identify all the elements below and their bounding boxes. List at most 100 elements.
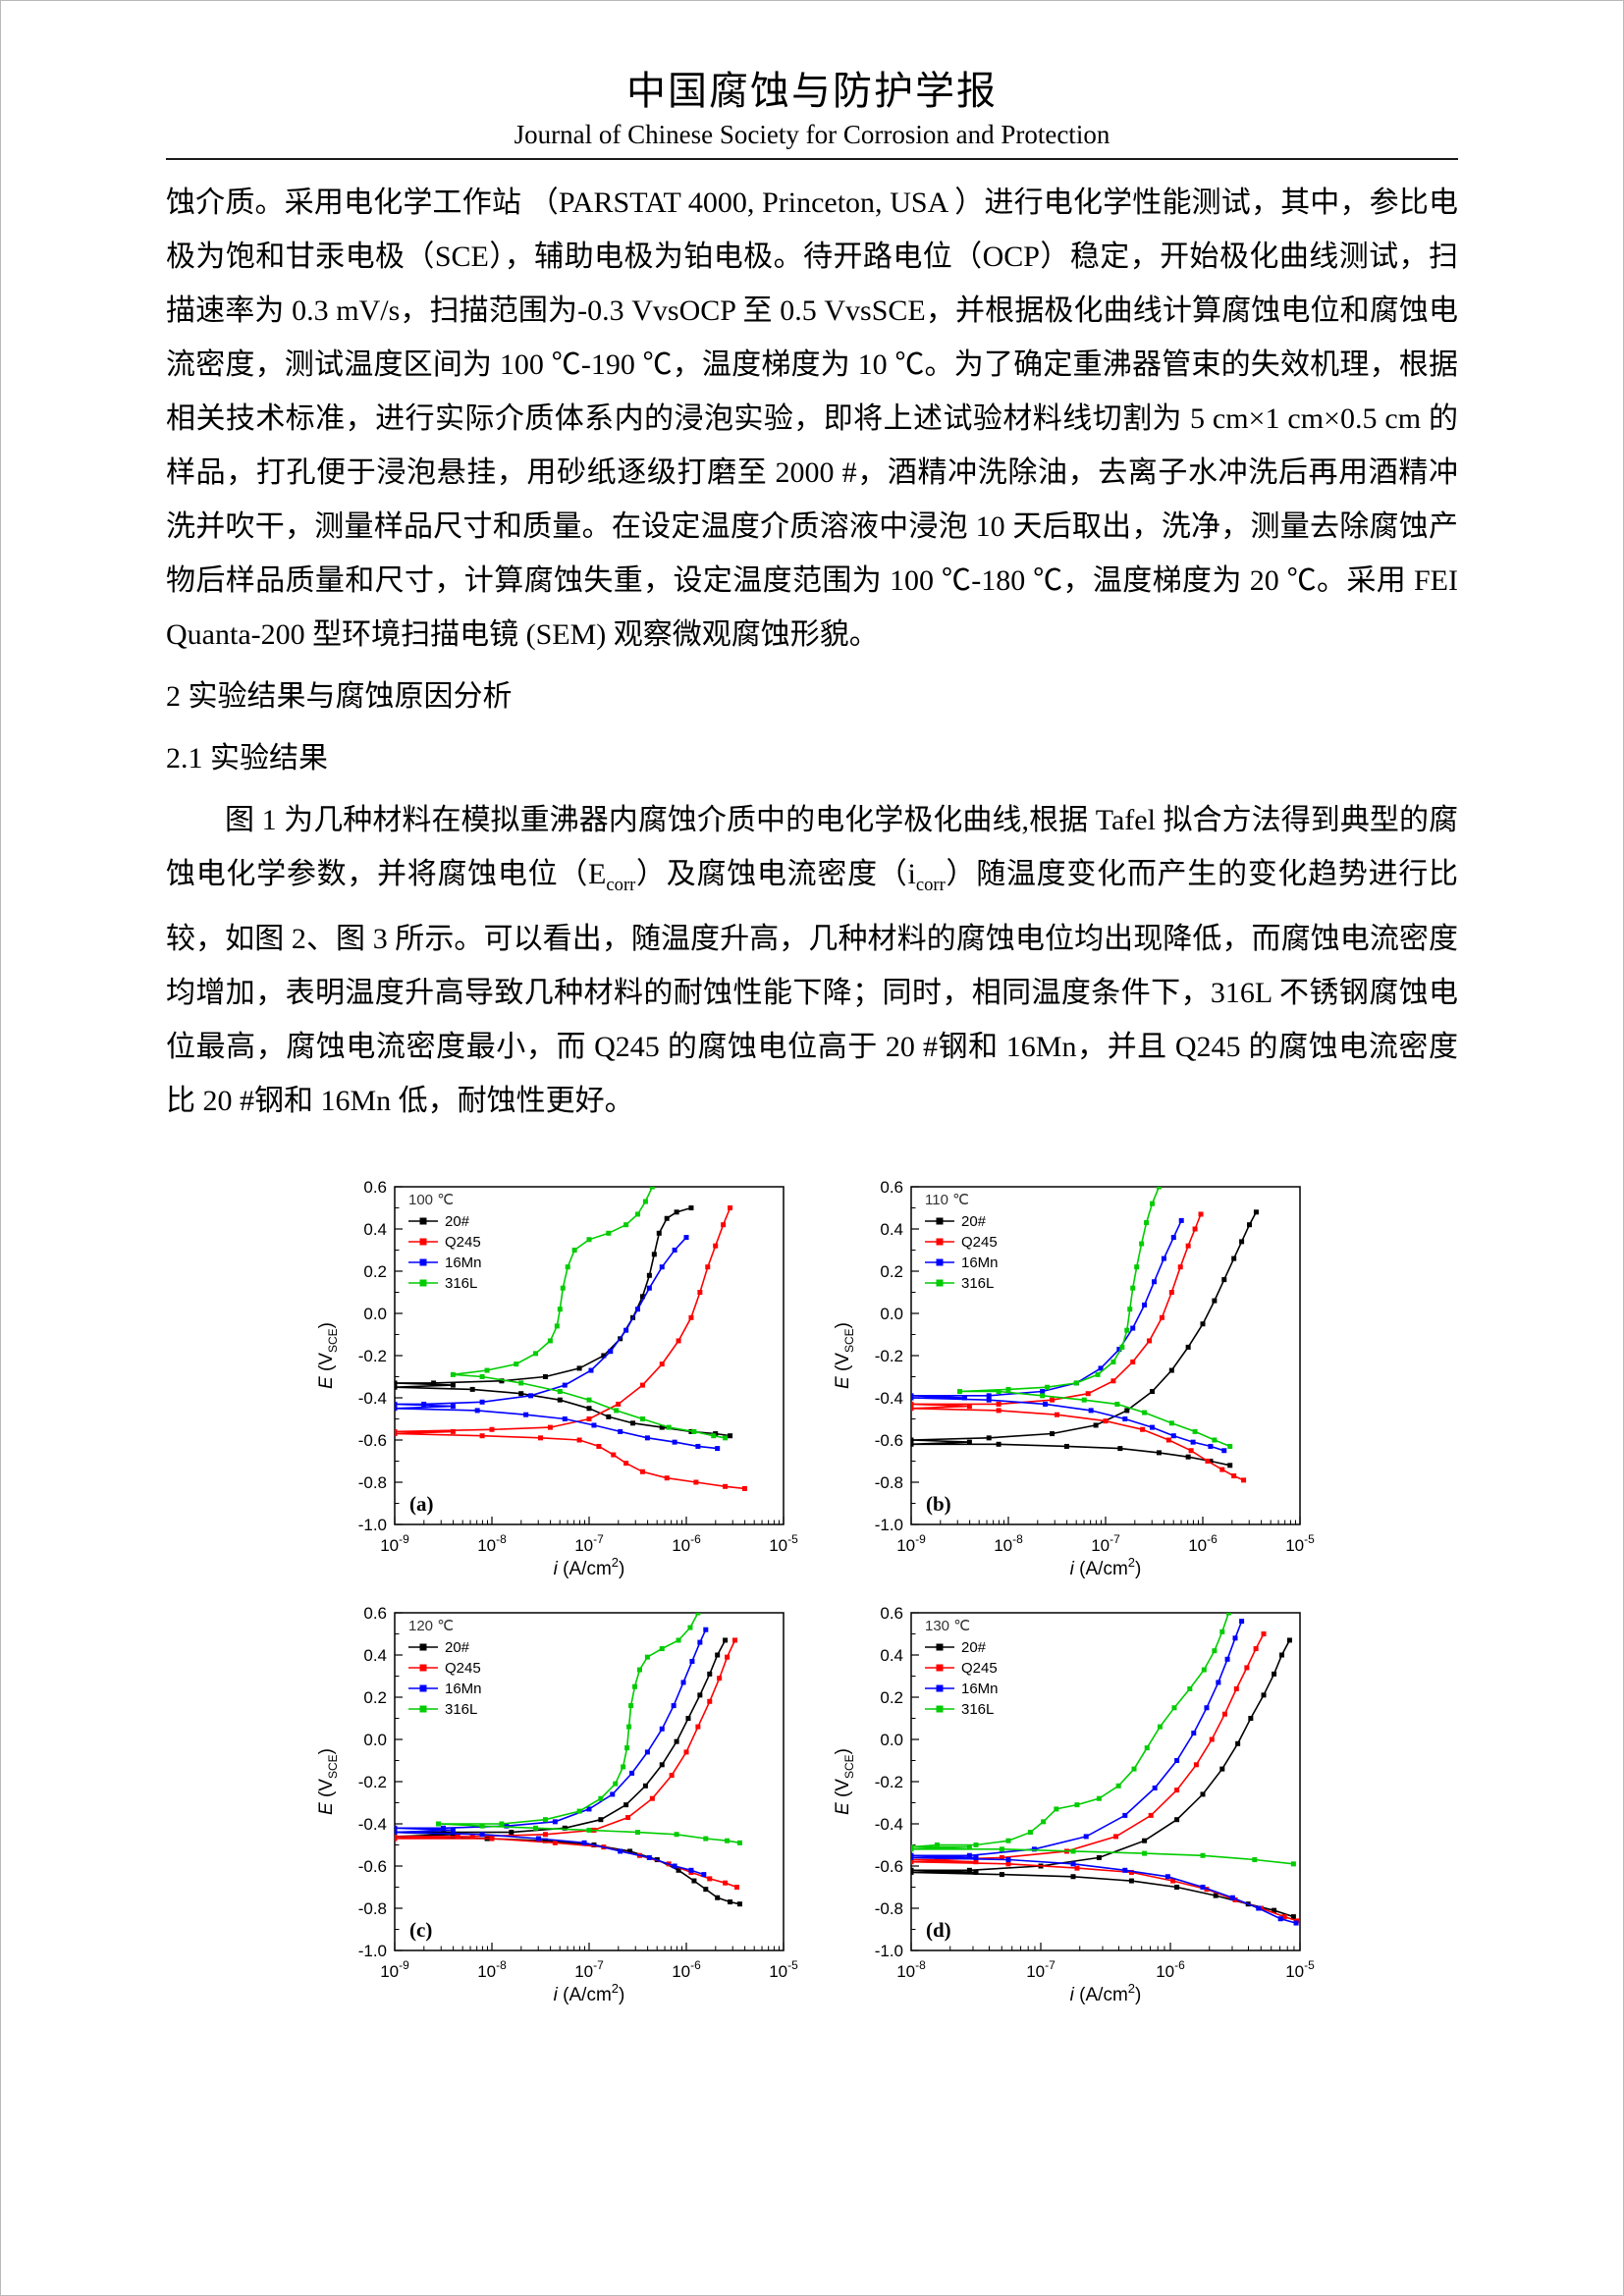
svg-text:20#: 20#: [961, 1639, 987, 1656]
svg-text:-0.2: -0.2: [358, 1773, 387, 1791]
svg-text:130 ℃: 130 ℃: [925, 1618, 970, 1634]
svg-text:(d): (d): [926, 1918, 951, 1942]
polarization-plot-b: 10-9 10-8 10-7 10-6 10-5 -1.0 -0.8 -0.6 -0.4 -0.2…: [833, 1178, 1315, 1579]
svg-text:16Mn: 16Mn: [961, 1255, 999, 1271]
svg-text:-0.2: -0.2: [358, 1347, 387, 1365]
svg-text:16Mn: 16Mn: [961, 1681, 999, 1697]
svg-text:10-5: 10-5: [769, 1958, 798, 1981]
polarization-plot-c: 10-9 10-8 10-7 10-6 10-5 -1.0 -0.8 -0.6 -0.4 -0.2…: [316, 1604, 798, 2005]
svg-text:E (VSCE): E (VSCE): [316, 1322, 340, 1389]
svg-text:10-5: 10-5: [1285, 1532, 1315, 1555]
svg-text:-0.6: -0.6: [358, 1857, 387, 1876]
svg-text:10-8: 10-8: [477, 1958, 507, 1981]
svg-text:-0.4: -0.4: [358, 1389, 387, 1408]
section-heading-2: 2 实验结果与腐蚀原因分析: [166, 680, 513, 713]
svg-text:316L: 316L: [445, 1701, 477, 1718]
svg-text:i (A/cm2): i (A/cm2): [554, 1981, 625, 2005]
svg-text:10-9: 10-9: [896, 1532, 926, 1555]
svg-text:(c): (c): [409, 1918, 432, 1942]
svg-text:0.4: 0.4: [363, 1646, 387, 1665]
svg-text:10-5: 10-5: [1285, 1958, 1315, 1981]
svg-text:-0.8: -0.8: [358, 1899, 387, 1918]
svg-text:-0.8: -0.8: [875, 1899, 903, 1918]
svg-text:0.0: 0.0: [363, 1305, 387, 1323]
svg-text:i (A/cm2): i (A/cm2): [1070, 1981, 1142, 2005]
svg-text:16Mn: 16Mn: [445, 1255, 482, 1271]
svg-text:10-7: 10-7: [1026, 1958, 1056, 1981]
svg-text:0.0: 0.0: [880, 1731, 903, 1749]
svg-text:0.6: 0.6: [363, 1604, 387, 1623]
svg-text:Q245: Q245: [961, 1660, 998, 1677]
svg-text:(a): (a): [409, 1492, 434, 1516]
svg-text:0.0: 0.0: [363, 1731, 387, 1749]
svg-text:10-7: 10-7: [574, 1532, 604, 1555]
svg-text:20#: 20#: [445, 1213, 470, 1230]
ecorr-subscript: corr: [606, 875, 636, 895]
svg-text:-1.0: -1.0: [358, 1942, 387, 1960]
svg-text:316L: 316L: [961, 1275, 994, 1292]
svg-text:Q245: Q245: [445, 1234, 481, 1251]
svg-text:100 ℃: 100 ℃: [408, 1192, 454, 1208]
chart-panel-a-100c: 10-9 10-8 10-7 10-6 10-5 -1.0 -0.8 -0.6 -0.4 -0.2…: [308, 1175, 799, 1587]
paragraph-experimental-methods: 蚀介质。采用电化学工作站 （PARSTAT 4000, Princeton, U…: [166, 187, 1458, 651]
svg-text:0.2: 0.2: [880, 1688, 903, 1707]
svg-text:-0.4: -0.4: [875, 1389, 903, 1408]
svg-text:Q245: Q245: [961, 1234, 998, 1251]
icorr-subscript: corr: [915, 875, 946, 895]
paragraph-results: 图 1 为几种材料在模拟重沸器内腐蚀介质中的电化学极化曲线,根据 Tafel 拟…: [166, 793, 1458, 1128]
svg-text:-0.6: -0.6: [875, 1431, 903, 1450]
svg-text:316L: 316L: [961, 1701, 994, 1718]
svg-text:110 ℃: 110 ℃: [925, 1192, 969, 1208]
svg-text:(b): (b): [926, 1492, 951, 1516]
svg-text:0.4: 0.4: [363, 1220, 387, 1239]
svg-text:-1.0: -1.0: [875, 1516, 903, 1534]
svg-text:0.2: 0.2: [880, 1262, 903, 1281]
svg-text:-0.8: -0.8: [875, 1473, 903, 1492]
svg-text:Q245: Q245: [445, 1660, 481, 1677]
svg-text:10-8: 10-8: [477, 1532, 507, 1555]
svg-text:10-8: 10-8: [994, 1532, 1023, 1555]
svg-text:10-6: 10-6: [672, 1958, 701, 1981]
svg-text:-1.0: -1.0: [875, 1942, 903, 1960]
svg-text:20#: 20#: [445, 1639, 470, 1656]
section-heading-2-1: 2.1 实验结果: [166, 742, 328, 774]
svg-text:0.6: 0.6: [880, 1604, 903, 1623]
svg-text:10-6: 10-6: [1156, 1958, 1185, 1981]
svg-text:10-7: 10-7: [1091, 1532, 1120, 1555]
svg-text:316L: 316L: [445, 1275, 477, 1292]
svg-text:0.0: 0.0: [880, 1305, 903, 1323]
svg-text:-0.2: -0.2: [875, 1347, 903, 1365]
svg-text:E (VSCE): E (VSCE): [833, 1748, 856, 1815]
chart-panel-d-130c: 10-8 10-7 10-6 10-5 -1.0 -0.8 -0.6 -0.4 -0.2 0.0 0…: [825, 1601, 1316, 2013]
journal-header: 中国腐蚀与防护学报 Journal of Chinese Society for…: [166, 66, 1458, 160]
figure-1-polarization-curves: 10-9 10-8 10-7 10-6 10-5 -1.0 -0.8 -0.6 -0.4 -0.2…: [166, 1175, 1458, 2013]
svg-text:10-9: 10-9: [380, 1958, 409, 1981]
svg-text:10-7: 10-7: [574, 1958, 604, 1981]
chart-panel-b-110c: 10-9 10-8 10-7 10-6 10-5 -1.0 -0.8 -0.6 -0.4 -0.2…: [825, 1175, 1316, 1587]
svg-text:0.6: 0.6: [880, 1178, 903, 1197]
svg-text:-0.6: -0.6: [358, 1431, 387, 1450]
results-text-a: 图 1 为几种材料在模拟重沸器内腐蚀介质中的电化学极化曲线,根据 Tafel 拟…: [166, 804, 1458, 890]
journal-title-zh: 中国腐蚀与防护学报: [626, 69, 998, 113]
svg-text:10-9: 10-9: [380, 1532, 409, 1555]
svg-text:-0.4: -0.4: [875, 1815, 903, 1834]
svg-text:E (VSCE): E (VSCE): [316, 1748, 340, 1815]
svg-text:i (A/cm2): i (A/cm2): [1070, 1555, 1142, 1579]
svg-text:i (A/cm2): i (A/cm2): [554, 1555, 625, 1579]
svg-text:10-8: 10-8: [896, 1958, 926, 1981]
svg-text:0.2: 0.2: [363, 1262, 387, 1281]
page-body: 蚀介质。采用电化学工作站 （PARSTAT 4000, Princeton, U…: [166, 176, 1458, 2013]
svg-text:-0.8: -0.8: [358, 1473, 387, 1492]
svg-text:10-6: 10-6: [1188, 1532, 1218, 1555]
svg-text:E (VSCE): E (VSCE): [833, 1322, 856, 1389]
svg-text:-1.0: -1.0: [358, 1516, 387, 1534]
svg-text:120 ℃: 120 ℃: [408, 1618, 454, 1634]
svg-text:10-6: 10-6: [672, 1532, 701, 1555]
svg-text:0.2: 0.2: [363, 1688, 387, 1707]
svg-text:0.6: 0.6: [363, 1178, 387, 1197]
svg-text:16Mn: 16Mn: [445, 1681, 482, 1697]
polarization-plot-d: 10-8 10-7 10-6 10-5 -1.0 -0.8 -0.6 -0.4 -0.2 0.0 0…: [833, 1604, 1315, 2005]
svg-text:10-5: 10-5: [769, 1532, 798, 1555]
journal-title-en: Journal of Chinese Society for Corrosion…: [514, 120, 1110, 149]
